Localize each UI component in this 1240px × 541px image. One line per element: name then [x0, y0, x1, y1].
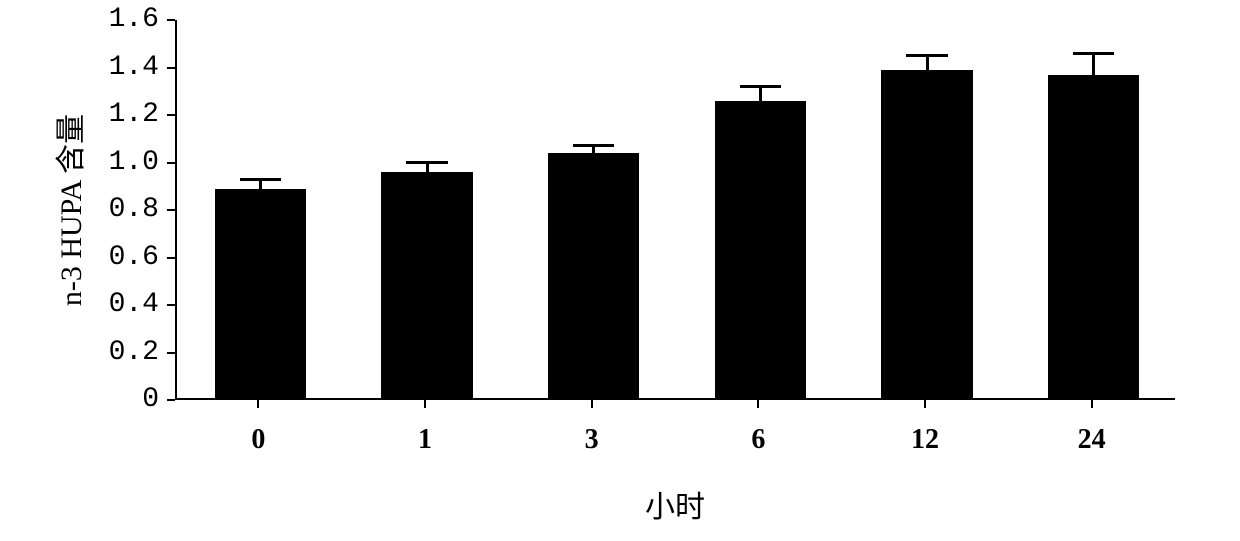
x-tick-label: 1: [375, 424, 475, 456]
x-tick-mark: [757, 400, 759, 408]
bar: [548, 153, 640, 398]
y-tick-mark: [167, 304, 175, 306]
y-tick-label: 1.2: [69, 99, 159, 130]
y-tick-mark: [167, 352, 175, 354]
y-tick-mark: [167, 399, 175, 401]
y-tick-label: 1.6: [69, 4, 159, 35]
error-bar-cap: [740, 85, 781, 88]
y-tick-label: 0.4: [69, 289, 159, 320]
y-tick-label: 0.6: [69, 242, 159, 273]
x-tick-mark: [924, 400, 926, 408]
error-bar-cap: [406, 161, 447, 164]
y-tick-mark: [167, 257, 175, 259]
y-tick-label: 1.0: [69, 147, 159, 178]
y-tick-label: 0.8: [69, 194, 159, 225]
error-bar-cap: [1073, 52, 1114, 55]
bar: [1048, 75, 1140, 398]
y-tick-mark: [167, 19, 175, 21]
y-tick-label: 0: [69, 384, 159, 415]
error-bar-cap: [573, 144, 614, 147]
x-tick-label: 6: [708, 424, 808, 456]
error-bar-stem: [1092, 53, 1095, 77]
bar: [715, 101, 807, 398]
y-tick-mark: [167, 114, 175, 116]
error-bar-stem: [259, 179, 262, 191]
y-tick-mark: [167, 67, 175, 69]
y-tick-mark: [167, 162, 175, 164]
x-axis-title: 小时: [575, 482, 775, 526]
error-bar-stem: [759, 87, 762, 104]
x-tick-label: 3: [542, 424, 642, 456]
x-tick-mark: [257, 400, 259, 408]
y-tick-mark: [167, 209, 175, 211]
y-tick-label: 1.4: [69, 52, 159, 83]
error-bar-stem: [426, 163, 429, 175]
bar: [381, 172, 473, 398]
y-tick-label: 0.2: [69, 337, 159, 368]
x-tick-mark: [591, 400, 593, 408]
error-bar-stem: [926, 56, 929, 73]
error-bar-cap: [906, 54, 947, 57]
x-tick-label: 0: [208, 424, 308, 456]
bar: [881, 70, 973, 398]
x-tick-mark: [1091, 400, 1093, 408]
plot-area: [175, 20, 1175, 400]
error-bar-cap: [240, 178, 281, 181]
bar: [215, 189, 307, 398]
bar-chart-figure: n-3 HUPA 含量 小时 00.20.40.60.81.01.21.41.6…: [0, 0, 1240, 541]
x-tick-label: 12: [875, 424, 975, 456]
x-tick-label: 24: [1042, 424, 1142, 456]
x-tick-mark: [424, 400, 426, 408]
